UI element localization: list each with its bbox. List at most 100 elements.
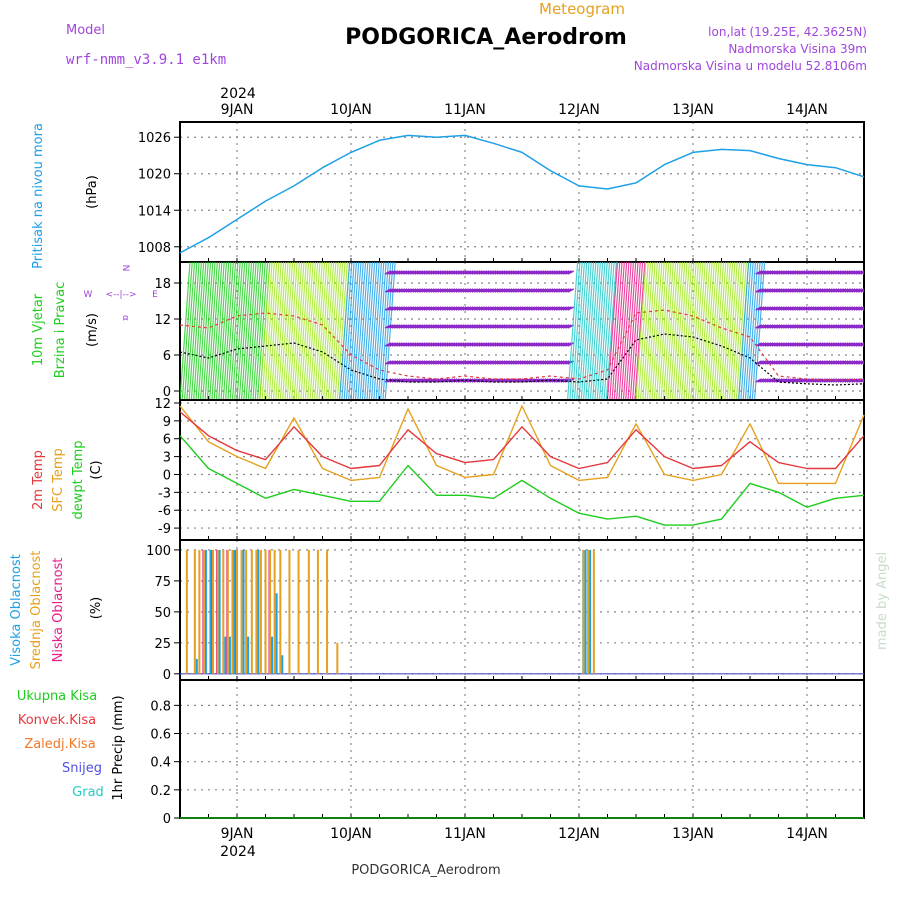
wind-barb [837,306,845,311]
wind-barb [400,270,408,275]
temp-panel: -9 -6 -3 0 3 6 9 12 [154,397,865,541]
wind-barb [396,324,403,329]
wind-barb [428,270,435,275]
wind-barb [446,360,454,365]
wind-barb [505,288,513,293]
wind-barb [828,288,836,293]
wind-barb [421,288,429,293]
wind-barb [503,270,511,275]
y-tick-label: 50 [154,606,171,621]
wind-barb [706,262,718,400]
wind-barb [787,342,794,347]
wind-barb [635,262,647,400]
wind-barb [435,288,442,293]
wind-barb [651,262,663,400]
wind-barb [537,306,545,311]
wind-barb [510,360,517,365]
wind-barb [462,324,470,329]
wind-barb [498,378,506,383]
wind-barb [855,306,863,311]
wind-barb [784,378,792,383]
wind-barb [837,288,845,293]
wind-barb [814,306,822,311]
wind-barb [469,360,476,365]
wind-barb [782,270,790,275]
sfc-temp-line [179,405,865,485]
wind-barb [800,270,808,275]
wind-barb [517,342,524,347]
cloud-bar-mid [202,549,205,674]
wind-barb [375,262,387,400]
wind-barb [826,288,833,293]
y-tick-label: 1014 [138,204,171,219]
wind-barb [860,361,864,365]
wind-barb [535,360,543,365]
wind-barb [851,270,858,275]
wind-barb [377,262,389,400]
wind-barb [821,270,829,275]
wind-barb [807,270,815,275]
wind-barb [496,306,504,311]
wind-barb [507,360,515,365]
wind-barb [498,360,506,365]
wind-barb [812,324,820,329]
wind-barb [521,306,529,311]
wind-barb [814,342,822,347]
wind-barb [837,324,845,329]
wind-barb [742,262,754,400]
wind-barb [444,342,451,347]
wind-barb [354,262,367,400]
wind-barb [222,262,234,400]
wind-barb [512,324,520,329]
wind-barb [769,378,776,383]
wind-barb [466,360,474,365]
wind-barb [562,270,570,275]
wind-barb [778,306,785,311]
wind-barb [778,342,785,347]
wind-barb [555,360,563,365]
wind-barb [503,360,511,365]
wind-barb [819,324,826,329]
wind-barb [778,288,785,293]
wind-barb [478,378,486,383]
temp-ylabel-2: SFC Temp [51,448,66,512]
wind-barb [627,262,639,400]
wind-barb [828,270,836,275]
wind-barb [448,288,456,293]
wind-barb [480,288,488,293]
wind-barb [473,270,481,275]
y-tick-label: 25 [154,637,171,652]
wind-barb [398,360,406,365]
wind-barb [851,306,858,311]
wind-barb [851,342,858,347]
wind-barb [432,342,440,347]
wind-barb [835,360,842,365]
wind-barb [759,324,767,329]
wind-barb [544,342,552,347]
wind-barb [444,306,451,311]
wind-barb [810,270,817,275]
wind-barb [755,324,763,329]
wind-barb [492,342,499,347]
cloud-bar-mid [582,549,585,674]
wind-barb [487,270,495,275]
wind-barb [419,306,426,311]
wind-barb [773,342,781,347]
wind-barb [416,306,424,311]
wind-barb [473,306,481,311]
wind-barb [553,378,561,383]
wind-barb [839,360,847,365]
wind-barb [462,360,470,365]
wind-barb [728,262,741,400]
wind-barb [517,360,524,365]
wind-barb [462,306,470,311]
compass-w: W [84,290,93,300]
wind-barb [844,270,851,275]
wind-barb [341,262,353,400]
wind-barb [796,288,804,293]
wind-barb [846,378,854,383]
wind-barb [537,270,545,275]
wind-barb [414,270,422,275]
